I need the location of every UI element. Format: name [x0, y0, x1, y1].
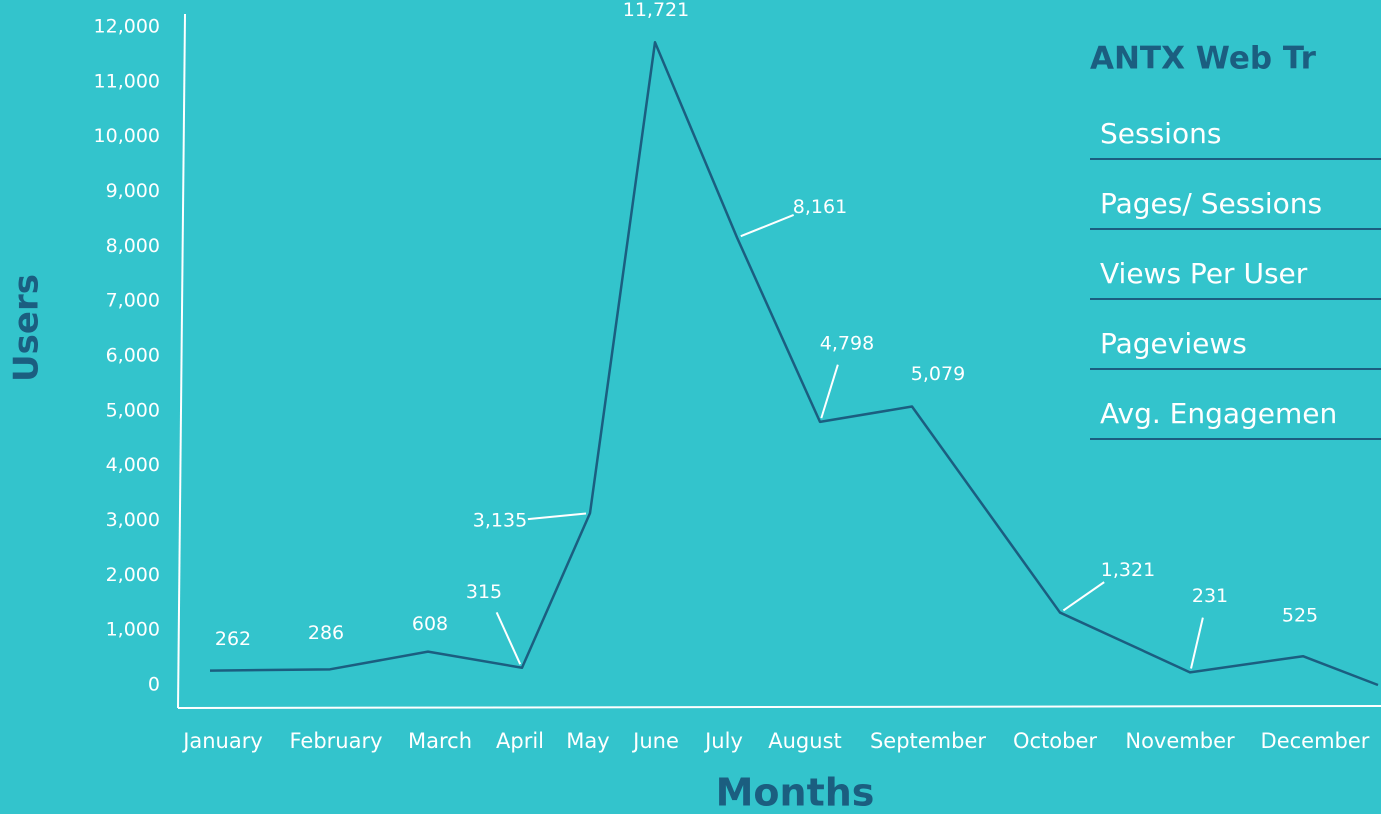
data-label: 5,079 — [911, 363, 965, 385]
x-tick-label: October — [1013, 729, 1097, 753]
x-tick-label: May — [566, 729, 609, 753]
x-tick-label: August — [768, 729, 842, 753]
line — [209, 41, 1379, 687]
leader-line — [1190, 617, 1204, 669]
panel-title: ANTX Web Tr — [1090, 41, 1317, 77]
leader-line — [740, 214, 795, 238]
x-tick-label: March — [408, 729, 472, 753]
y-axis — [177, 13, 186, 709]
data-label: 1,321 — [1101, 559, 1155, 581]
y-tick-label: 6,000 — [106, 345, 160, 367]
x-tick-label: November — [1125, 729, 1235, 753]
data-label: 4,798 — [820, 332, 874, 354]
data-label: 286 — [308, 622, 344, 644]
panel-row: Avg. Engagemen — [1100, 397, 1337, 430]
data-label: 262 — [215, 628, 251, 650]
x-tick-label: July — [703, 729, 743, 753]
y-tick-label: 2,000 — [106, 564, 160, 586]
leader-line — [495, 611, 522, 665]
x-tick-label: September — [870, 729, 986, 753]
y-tick-label: 1,000 — [106, 619, 160, 641]
x-tick-label: January — [181, 729, 263, 753]
panel-row: Pages/ Sessions — [1100, 187, 1322, 220]
y-tick-label: 7,000 — [106, 290, 160, 312]
y-axis-title: Users — [7, 274, 47, 382]
x-axis — [177, 705, 1381, 709]
x-tick-label: April — [496, 729, 544, 753]
y-tick-label: 9,000 — [106, 180, 160, 202]
data-label: 231 — [1192, 585, 1228, 607]
y-tick-label: 10,000 — [94, 125, 160, 147]
panel-row: Pageviews — [1100, 327, 1247, 360]
data-label: 8,161 — [793, 196, 847, 218]
x-axis-title: Months — [716, 771, 875, 814]
leader-line — [820, 364, 839, 419]
data-label: 608 — [412, 613, 448, 635]
y-tick-label: 12,000 — [94, 16, 160, 38]
leader-line — [1062, 581, 1105, 612]
x-tick-label: December — [1261, 729, 1370, 753]
y-tick-label: 8,000 — [106, 235, 160, 257]
x-tick-label: June — [631, 729, 679, 753]
x-tick-label: February — [289, 729, 382, 753]
panel-row: Sessions — [1100, 117, 1221, 150]
y-tick-label: 4,000 — [106, 454, 160, 476]
data-label: 315 — [466, 581, 502, 603]
data-label: 525 — [1282, 605, 1318, 627]
y-tick-label: 3,000 — [106, 509, 160, 531]
leader-line — [527, 512, 587, 521]
y-tick-label: 5,000 — [106, 399, 160, 421]
panel-row: Views Per User — [1100, 257, 1308, 290]
y-tick-label: 0 — [148, 674, 160, 696]
data-label: 11,721 — [623, 0, 689, 21]
data-label: 3,135 — [473, 510, 527, 532]
y-tick-label: 11,000 — [94, 70, 160, 92]
